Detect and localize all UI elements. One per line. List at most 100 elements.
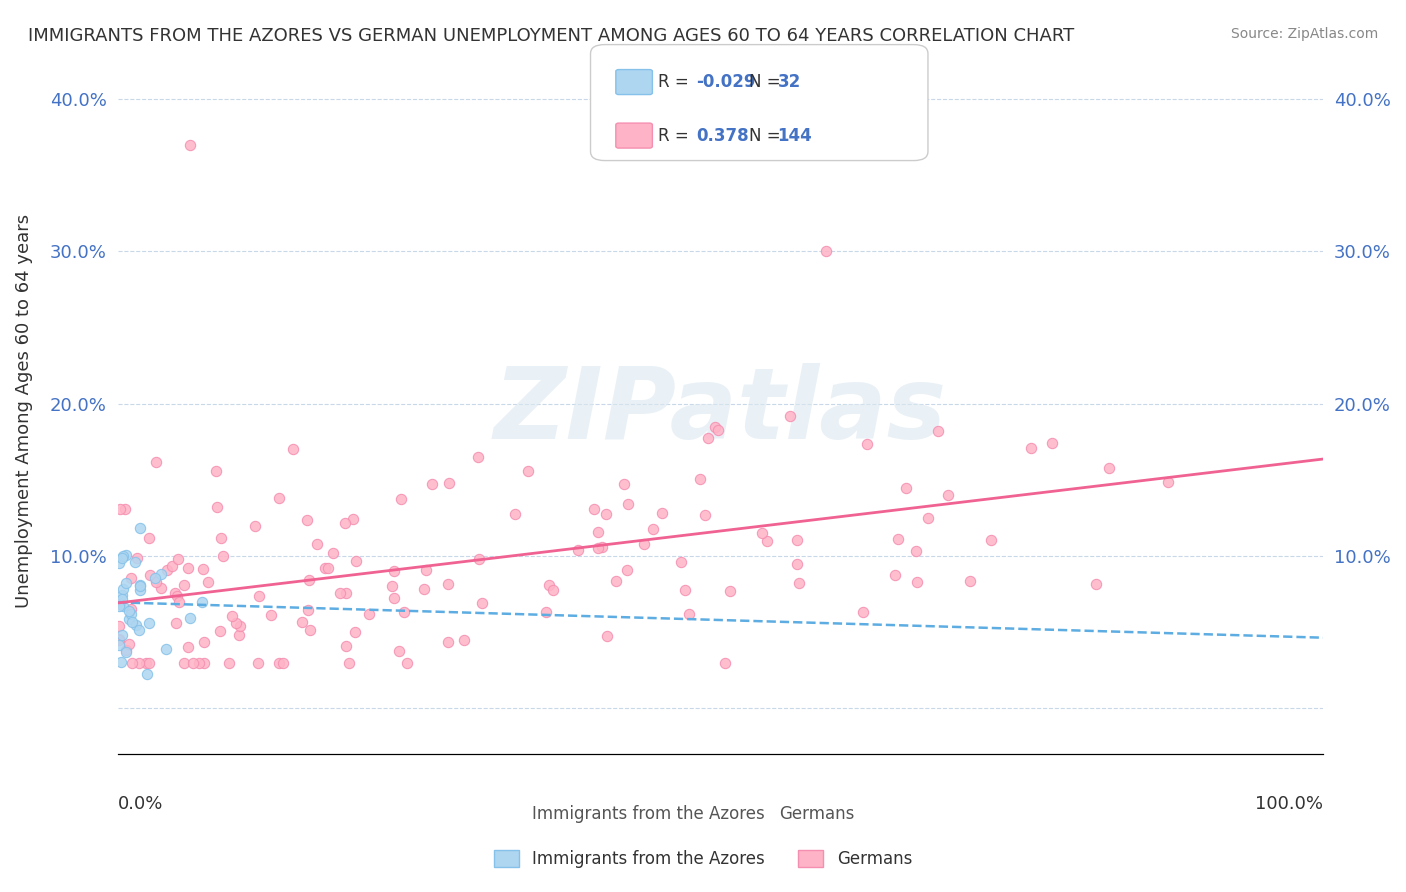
Point [173, 578, 195, 592]
Text: 0.0%: 0.0% [118, 795, 163, 814]
Point [538, 578, 561, 592]
Point [229, 619, 252, 633]
Point [208, 624, 231, 638]
Point [894, 481, 917, 495]
Point [567, 543, 589, 558]
Point [246, 656, 269, 670]
Point [114, 502, 136, 516]
Point [295, 513, 318, 527]
Point [115, 549, 138, 563]
Point [673, 583, 696, 598]
Point [381, 579, 404, 593]
Point [118, 612, 141, 626]
Point [228, 628, 250, 642]
Point [617, 497, 640, 511]
Point [298, 574, 321, 588]
Point [165, 616, 187, 631]
Point [856, 437, 879, 451]
Point [177, 640, 200, 654]
Point [120, 607, 142, 621]
Point [118, 604, 141, 618]
Point [633, 537, 655, 551]
Point [669, 555, 692, 569]
Point [389, 491, 412, 506]
Point [298, 624, 321, 638]
Point [121, 615, 143, 630]
Point [108, 597, 131, 611]
Point [1156, 475, 1178, 489]
Point [436, 577, 458, 591]
Text: 144: 144 [778, 127, 813, 145]
Point [678, 607, 700, 621]
Point [453, 632, 475, 647]
Point [247, 590, 270, 604]
Point [111, 549, 134, 563]
Point [382, 564, 405, 578]
Point [124, 617, 146, 632]
Point [884, 568, 907, 582]
Text: Immigrants from the Azores: Immigrants from the Azores [531, 805, 765, 823]
Point [787, 575, 810, 590]
Point [110, 655, 132, 669]
Point [291, 615, 314, 629]
Point [139, 568, 162, 582]
Point [335, 516, 357, 531]
Point [329, 585, 352, 599]
Point [1021, 442, 1043, 456]
Point [344, 624, 367, 639]
Point [605, 574, 627, 588]
Point [467, 551, 489, 566]
Point [260, 607, 283, 622]
Point [582, 502, 605, 516]
Point [145, 455, 167, 469]
Point [138, 531, 160, 545]
Point [281, 442, 304, 456]
Point [718, 584, 741, 599]
Point [779, 409, 801, 423]
Point [108, 632, 131, 647]
Text: Germans: Germans [779, 805, 855, 823]
Point [714, 656, 737, 670]
Point [592, 540, 614, 554]
Point [221, 609, 243, 624]
Point [271, 656, 294, 670]
Point [138, 656, 160, 670]
Point [156, 563, 179, 577]
Point [314, 561, 336, 575]
Point [413, 582, 436, 597]
Point [388, 643, 411, 657]
Point [193, 656, 215, 670]
Point [225, 616, 247, 631]
Point [689, 472, 711, 486]
Point [127, 551, 149, 566]
Point [392, 605, 415, 619]
Point [382, 591, 405, 606]
Point [613, 476, 636, 491]
Text: 100.0%: 100.0% [1256, 795, 1323, 814]
Point [651, 506, 673, 520]
Point [703, 420, 725, 434]
Point [110, 502, 132, 516]
Point [187, 656, 209, 670]
Point [108, 632, 131, 647]
Point [643, 522, 665, 536]
Point [307, 537, 329, 551]
Point [149, 566, 172, 581]
Point [205, 464, 228, 478]
Point [415, 563, 437, 577]
Point [181, 656, 204, 670]
Point [150, 581, 173, 595]
Point [905, 574, 928, 589]
Point [177, 560, 200, 574]
Point [439, 475, 461, 490]
Point [297, 602, 319, 616]
Point [342, 512, 364, 526]
Point [927, 425, 949, 439]
Point [136, 667, 159, 681]
Point [616, 563, 638, 577]
Point [396, 656, 419, 670]
Point [209, 531, 232, 545]
Point [115, 645, 138, 659]
Point [359, 607, 381, 622]
Point [179, 611, 201, 625]
